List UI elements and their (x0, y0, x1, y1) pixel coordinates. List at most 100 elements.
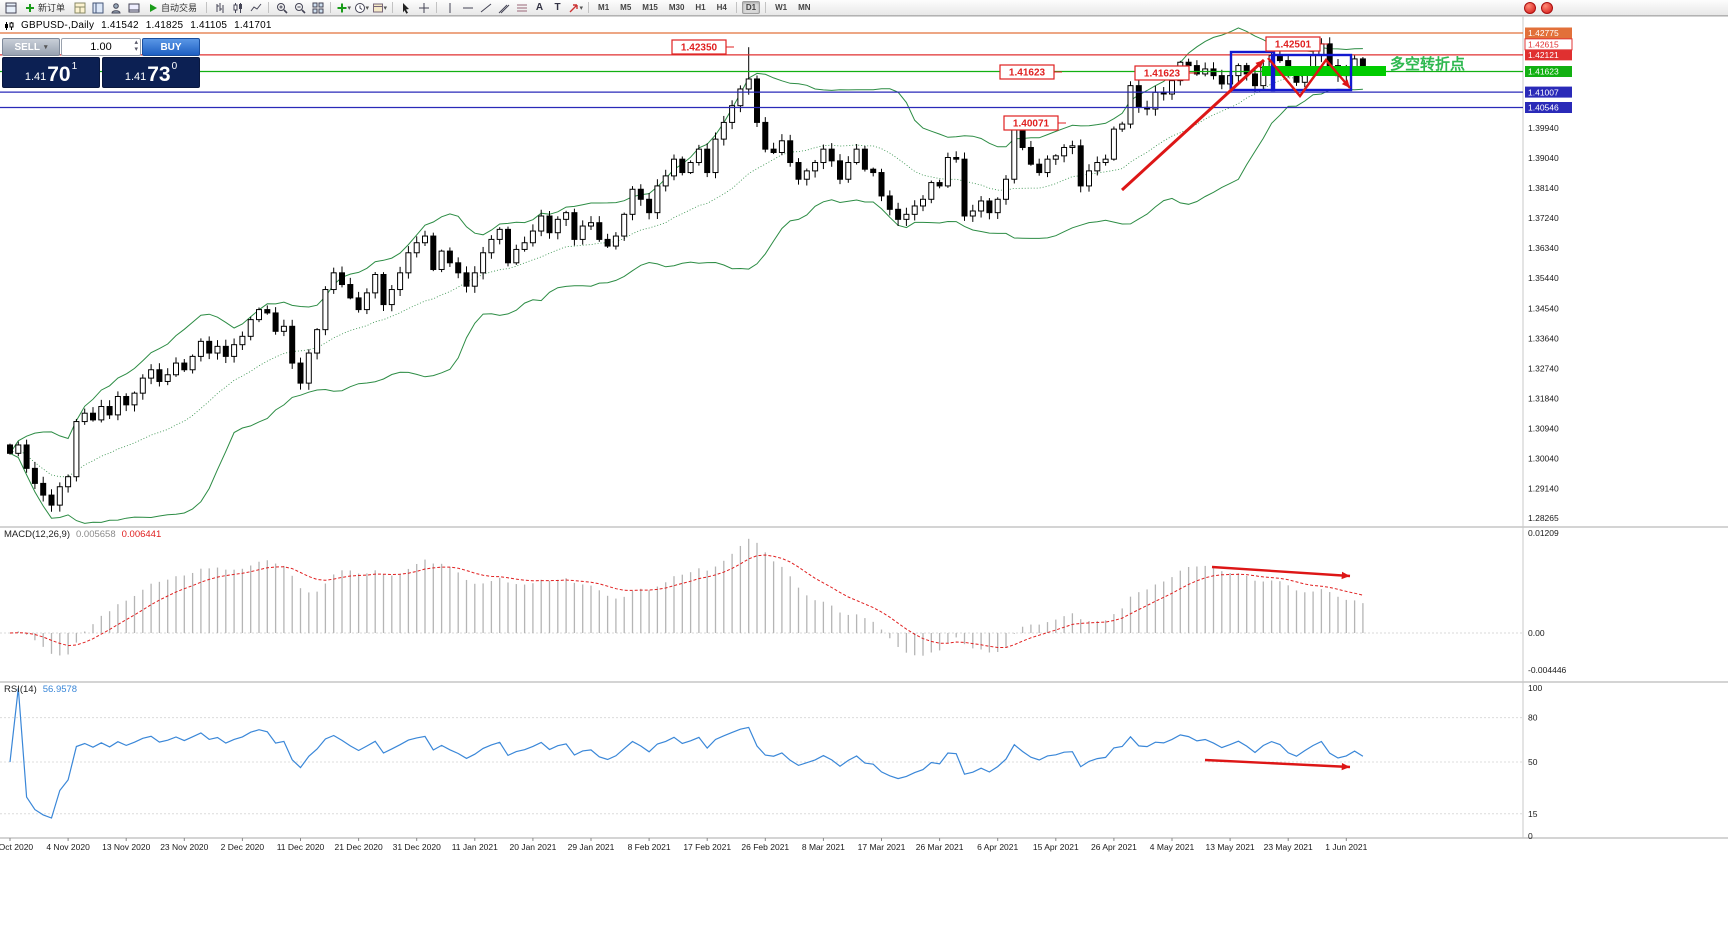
rsi-scale-tick: 0 (1528, 831, 1533, 841)
macd-scale-tick: 0.00 (1528, 628, 1545, 638)
toolbar-separator (330, 2, 332, 13)
lot-decrease-button[interactable]: ▾ (134, 46, 138, 53)
svg-text:1.41623: 1.41623 (1144, 69, 1181, 80)
rsi-line (0, 687, 1523, 819)
rsi-scale-tick: 50 (1528, 757, 1538, 767)
date-tick: 20 Jan 2021 (510, 842, 557, 852)
date-tick: 1 Jun 2021 (1325, 842, 1367, 852)
macd-indicator-label: MACD(12,26,9) 0.005658 0.006441 (4, 529, 162, 540)
one-click-trading-panel: SELL ▾ 1.00 ▴ ▾ BUY 1.41 70 1 1.41 73 0 (2, 38, 200, 88)
date-tick: 11 Dec 2020 (277, 842, 325, 852)
line-chart-type-icon[interactable] (248, 1, 263, 14)
macd-scale-tick: 0.01209 (1528, 528, 1559, 538)
ohlc-high: 1.41825 (145, 20, 184, 31)
ohlc-open: 1.41542 (101, 20, 139, 31)
zoom-out-icon[interactable] (292, 1, 307, 14)
text-tool-icon[interactable]: A (535, 2, 544, 13)
candlesticks (7, 37, 1366, 512)
sell-button[interactable]: SELL ▾ (2, 38, 60, 56)
date-tick: 23 Nov 2020 (160, 842, 208, 852)
chart-window-icon[interactable] (3, 1, 18, 14)
zoom-in-icon[interactable] (274, 1, 289, 14)
timeframe-m1[interactable]: M1 (598, 3, 610, 12)
templates-icon[interactable]: ▾ (372, 1, 387, 14)
navigator-icon[interactable] (108, 1, 123, 14)
price-level-tag: 1.42775 (1528, 28, 1559, 38)
lot-size-input[interactable]: 1.00 ▴ ▾ (61, 38, 141, 56)
toolbar-separator (436, 2, 438, 13)
tile-windows-icon[interactable] (310, 1, 325, 14)
new-order-button[interactable]: 新订单 (21, 1, 69, 14)
arrows-tool-icon[interactable]: ▾ (568, 1, 583, 14)
bar-chart-type-icon[interactable] (212, 1, 227, 14)
data-window-icon[interactable] (90, 1, 105, 14)
price-tick: 1.28265 (1528, 513, 1559, 523)
auto-trading-button[interactable]: 自动交易 (144, 1, 201, 14)
price-level-tag: 1.41623 (1528, 67, 1559, 77)
buy-price-display[interactable]: 1.41 73 0 (102, 57, 200, 88)
timeframe-m15[interactable]: M15 (642, 3, 658, 12)
market-watch-icon[interactable] (72, 1, 87, 14)
price-tick: 1.36340 (1528, 243, 1559, 253)
trendline-tool-icon[interactable] (478, 1, 493, 14)
periods-icon[interactable]: ▾ (354, 1, 369, 14)
notification-icon[interactable] (1541, 1, 1553, 14)
ohlc-low: 1.41105 (190, 20, 228, 31)
chart-icon (5, 21, 14, 30)
date-tick: 31 Dec 2020 (393, 842, 441, 852)
price-tick: 1.39940 (1528, 123, 1559, 133)
label-tool-icon[interactable]: T (554, 2, 561, 13)
price-level-tag: 1.40546 (1528, 103, 1559, 113)
vertical-line-tool-icon[interactable] (442, 1, 457, 14)
horizontal-level-lines[interactable]: 1.42775 1.42121 1.41623 1.41007 1.40546 (0, 27, 1572, 114)
svg-text:1.42350: 1.42350 (681, 43, 718, 54)
date-tick: 4 May 2021 (1150, 842, 1195, 852)
timeframe-mn[interactable]: MN (798, 3, 811, 12)
timeframe-m30[interactable]: M30 (668, 3, 685, 12)
consolidation-rect (1270, 53, 1353, 92)
terminal-icon[interactable] (126, 1, 141, 14)
news-alert-icon[interactable] (1524, 1, 1536, 14)
macd-signal-line (9, 554, 1364, 648)
date-tick: 26 Feb 2021 (741, 842, 789, 852)
price-level-tag: 1.42121 (1528, 50, 1559, 60)
turning-point-zone (1262, 66, 1386, 76)
buy-button[interactable]: BUY (142, 38, 200, 56)
toolbar: 新订单 自动交易 ▾ ▾ ▾ A T ▾ M1 M (0, 0, 1728, 16)
date-tick: 26 Oct 2020 (0, 842, 33, 852)
svg-text:1.42615: 1.42615 (1528, 40, 1559, 50)
toolbar-right-group (1524, 1, 1553, 14)
price-tick: 1.37240 (1528, 213, 1559, 223)
horizontal-line-tool-icon[interactable] (460, 1, 475, 14)
timeframe-h4[interactable]: H4 (716, 3, 727, 12)
timeframe-m5[interactable]: M5 (620, 3, 632, 12)
svg-text:1.40071: 1.40071 (1013, 119, 1050, 130)
cursor-icon[interactable] (398, 1, 413, 14)
timeframe-h1[interactable]: H1 (695, 3, 706, 12)
timeframe-d1[interactable]: D1 (741, 1, 761, 14)
price-tick: 1.30940 (1528, 424, 1559, 434)
candlestick-type-icon[interactable] (230, 1, 245, 14)
timeframe-w1[interactable]: W1 (775, 3, 788, 12)
chart-symbol-ohlc: GBPUSD-,Daily 1.41542 1.41825 1.41105 1.… (4, 20, 272, 31)
macd-histogram (0, 538, 1523, 656)
price-tick: 1.38140 (1528, 183, 1559, 193)
sell-dropdown-caret[interactable]: ▾ (44, 44, 48, 51)
channel-tool-icon[interactable] (496, 1, 511, 14)
price-tick: 1.29140 (1528, 484, 1559, 494)
rsi-indicator-label: RSI(14) 56.9578 (4, 684, 78, 695)
date-tick: 6 Apr 2021 (977, 842, 1018, 852)
crosshair-icon[interactable] (416, 1, 431, 14)
toolbar-separator (268, 2, 270, 13)
indicators-icon[interactable]: ▾ (337, 3, 352, 12)
toolbar-separator (765, 2, 767, 13)
date-tick: 17 Feb 2021 (683, 842, 731, 852)
sell-price-display[interactable]: 1.41 70 1 (2, 57, 100, 88)
lot-increase-button[interactable]: ▴ (134, 39, 138, 46)
drawings[interactable]: 1.42350 1.41623 1.41623 1.40071 1.42501 多空转折点 (671, 36, 1465, 771)
fibonacci-tool-icon[interactable] (514, 1, 529, 14)
date-tick: 13 May 2021 (1206, 842, 1255, 852)
date-tick: 4 Nov 2020 (46, 842, 90, 852)
